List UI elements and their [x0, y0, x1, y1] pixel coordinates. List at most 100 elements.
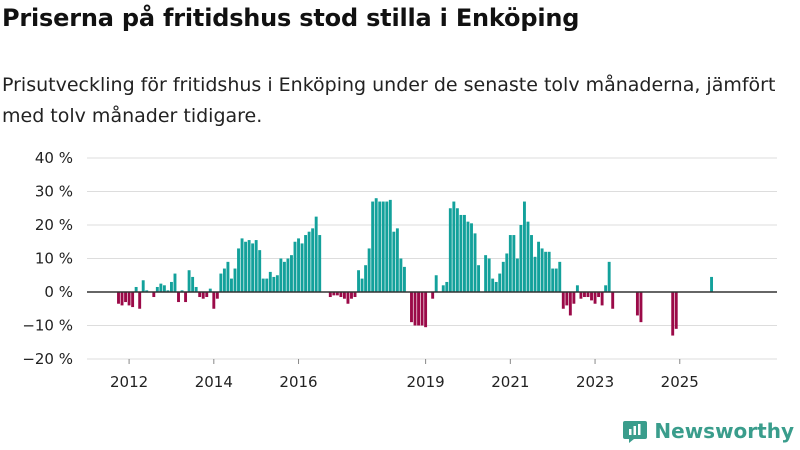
bar — [293, 241, 297, 292]
bar — [462, 214, 466, 292]
bar — [162, 285, 166, 292]
y-tick-label: −10 % — [22, 317, 73, 335]
bar — [674, 292, 678, 329]
bar — [360, 278, 364, 292]
bar — [272, 276, 276, 292]
bar — [134, 286, 138, 292]
bar — [459, 214, 463, 292]
bar — [420, 292, 424, 326]
bar — [470, 223, 473, 292]
y-tick-label: 30 % — [35, 183, 73, 201]
bar — [258, 250, 262, 293]
bar — [519, 225, 523, 292]
bar — [240, 238, 244, 292]
bar — [508, 235, 512, 292]
bar — [180, 290, 184, 292]
y-tick-label: 0 % — [44, 283, 73, 301]
bar — [448, 208, 452, 292]
bar — [184, 292, 188, 303]
bar — [554, 268, 558, 292]
bar — [314, 216, 318, 293]
bar — [515, 258, 519, 292]
bar — [586, 292, 590, 298]
bar — [187, 270, 191, 292]
bar — [230, 278, 233, 292]
bar — [590, 292, 593, 301]
bar — [124, 292, 128, 303]
bar — [639, 292, 643, 323]
bar — [530, 235, 533, 292]
bar — [205, 292, 209, 298]
bar — [568, 292, 572, 316]
bar — [544, 251, 548, 292]
bar — [166, 290, 170, 292]
bar — [600, 292, 604, 306]
bar — [558, 261, 562, 292]
bar — [311, 228, 315, 292]
bar — [523, 201, 526, 292]
bar — [212, 292, 216, 309]
bar — [265, 278, 269, 292]
bar — [399, 258, 403, 292]
bar — [441, 285, 445, 292]
bar — [335, 292, 339, 296]
bar — [219, 273, 223, 292]
bar — [346, 292, 350, 304]
bar — [452, 201, 456, 292]
x-tick-label: 2021 — [491, 373, 529, 391]
bar — [385, 201, 389, 292]
bar — [286, 258, 290, 292]
bar — [551, 268, 555, 292]
bar — [395, 228, 399, 292]
bar — [194, 286, 198, 292]
bar — [297, 238, 300, 292]
bar — [413, 292, 417, 326]
bar — [198, 292, 202, 298]
bar — [357, 270, 360, 292]
bar — [572, 292, 576, 304]
bar — [215, 292, 219, 299]
bar — [138, 292, 142, 309]
bar — [127, 292, 131, 306]
bar — [455, 208, 459, 292]
bar — [254, 240, 258, 292]
bar — [120, 292, 124, 306]
bar — [561, 292, 565, 309]
bar — [635, 292, 639, 316]
bar — [410, 292, 413, 323]
bar — [117, 292, 120, 304]
bar — [477, 265, 481, 292]
bar — [244, 241, 248, 292]
bar — [342, 292, 346, 299]
bar — [494, 281, 498, 292]
bar — [671, 292, 675, 336]
bar — [282, 261, 286, 292]
x-tick-label: 2012 — [110, 373, 148, 391]
bar — [191, 276, 195, 292]
bar — [473, 233, 477, 293]
bar — [597, 292, 601, 298]
bar — [374, 198, 378, 292]
bar — [611, 292, 615, 309]
bar — [353, 292, 357, 298]
bar — [484, 255, 488, 292]
y-tick-label: 20 % — [35, 216, 73, 234]
bar — [367, 248, 371, 292]
bar — [537, 241, 541, 292]
bar — [268, 271, 272, 292]
bar — [498, 273, 502, 292]
bar — [251, 243, 255, 292]
bar — [565, 292, 569, 306]
brand-logo[interactable]: Newsworthy — [622, 418, 794, 444]
bar — [388, 199, 392, 293]
bar — [547, 251, 551, 292]
bar — [501, 261, 505, 292]
brand-name: Newsworthy — [654, 419, 794, 443]
chart-title: Priserna på fritidshus stod stilla i Enk… — [2, 4, 580, 32]
bar — [145, 290, 149, 292]
bar — [159, 283, 163, 293]
y-tick-label: −20 % — [22, 350, 73, 368]
y-tick-label: 40 % — [35, 149, 73, 167]
bar — [307, 231, 311, 292]
